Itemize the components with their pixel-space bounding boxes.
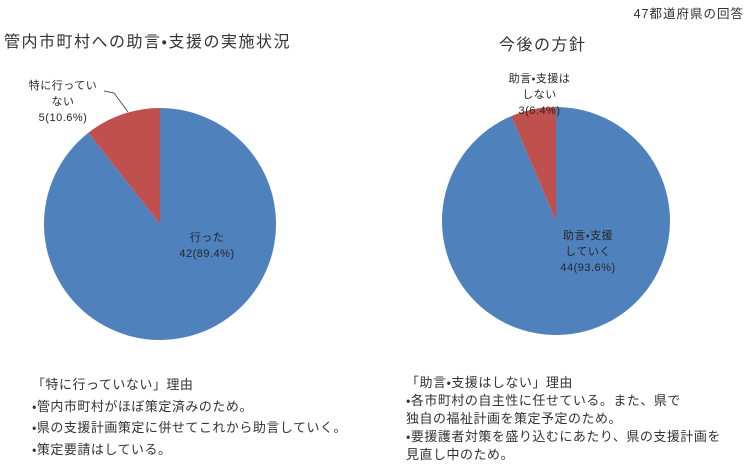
chart-title-right: 今後の方針 — [499, 37, 587, 54]
pie1-blue-label-line1: 行った — [189, 232, 225, 244]
chart-title-left: 管内市町村への助言・支援の実施状況 — [4, 34, 291, 51]
reasons-left-heading: 「特に行っていない」理由 — [32, 377, 194, 392]
reasons-right-line3: ・要援護者対策を盛り込むにあたり、県の支援計画を — [406, 429, 721, 444]
pie2-blue-slice-label: 助言・支援 していく 44(93.6%) — [528, 228, 648, 276]
response-count-note: 47都道府県の回答 — [633, 7, 744, 21]
pie1-blue-label-value: 42(89.4%) — [179, 248, 235, 260]
reasons-right-line2: 独自の福祉計画を策定予定のため。 — [406, 411, 623, 426]
pie1-slice-1 — [44, 108, 277, 340]
reasons-right-block: 「助言・支援はしない」理由 ・各市町村の自主性に任せている。また、県で 独自の福… — [406, 374, 721, 464]
reasons-right-line4: 見直し中のため。 — [406, 447, 515, 462]
pie1-red-label-line1: 特に行ってい — [28, 80, 98, 92]
pie2-blue-label-value: 44(93.6%) — [560, 262, 616, 274]
reasons-left-line1: ・管内市町村がほぼ策定済みのため。 — [32, 398, 253, 414]
pie1-label-leader-line — [103, 90, 129, 113]
reasons-left-block: 「特に行っていない」理由 ・管内市町村がほぼ策定済みのため。 ・県の支援計画策定… — [32, 374, 347, 460]
pie2-red-label-line2: しない — [522, 89, 557, 101]
pie2-slice-2 — [511, 107, 556, 221]
pie1-red-label-value: 5(10.6%) — [38, 112, 88, 124]
pie2-red-label-value: 3(6.4%) — [518, 105, 561, 117]
reasons-right-line1: ・各市町村の自主性に任せている。また、県で — [406, 393, 681, 408]
reasons-left-line3: ・策定要請はしている。 — [32, 441, 172, 457]
pie2-blue-label-line2: していく — [565, 246, 611, 258]
reasons-right-heading: 「助言・支援はしない」理由 — [406, 375, 573, 390]
pie1-red-label-line2: ない — [51, 96, 75, 108]
pie2-red-slice-label: 助言・支援は しない 3(6.4%) — [482, 71, 597, 119]
pie1-red-slice-label: 特に行ってい ない 5(10.6%) — [6, 78, 120, 126]
pie2-red-label-line1: 助言・支援は — [508, 73, 571, 85]
pie1-slice-2 — [88, 108, 160, 224]
pie2-slice-1 — [441, 107, 670, 335]
pie1-blue-slice-label: 行った 42(89.4%) — [147, 230, 267, 262]
pie2-blue-label-line1: 助言・支援 — [562, 230, 614, 242]
reasons-left-line2: ・県の支援計画策定に併せてこれから助言していく。 — [32, 420, 348, 435]
